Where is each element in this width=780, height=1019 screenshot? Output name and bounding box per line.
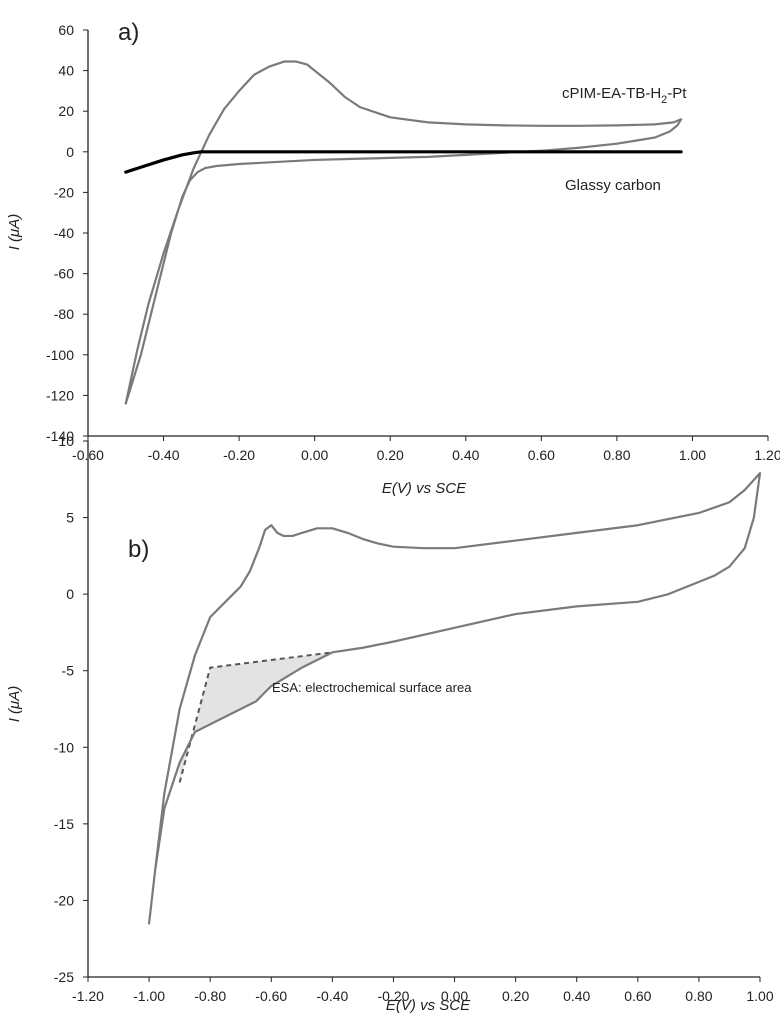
x-tick-label: 0.20 (377, 447, 404, 463)
panel-b-y-axis-title: I (μA) (6, 686, 23, 723)
x-tick-label: 0.00 (301, 447, 328, 463)
panel-b-label: b) (128, 536, 149, 563)
y-tick-label: -5 (62, 663, 75, 679)
y-tick-label: -25 (54, 969, 74, 985)
x-tick-label: -0.60 (255, 988, 287, 1004)
x-tick-label: 1.00 (746, 988, 773, 1004)
axes: 10 5 0 -5 -10 -15 -20 -25 -1.20 -1.00 -0.80 -0.60 -0… (54, 433, 774, 1004)
series-label-glassy-carbon: Glassy carbon (565, 177, 661, 194)
panel-b-plot-area: 10 5 0 -5 -10 -15 -20 -25 -1.20 -1.00 -0.80 -0.60 -0… (54, 433, 774, 1004)
panel-b-x-axis-title: E(V) vs SCE (386, 997, 471, 1014)
y-tick-label: -60 (54, 266, 74, 282)
series-line-cpim-ea-tb-h2-pt (124, 60, 683, 405)
y-tick-label: -80 (54, 306, 74, 322)
x-tick-label: 1.00 (679, 447, 706, 463)
y-tick-label: -140 (46, 428, 74, 444)
y-tick-label: 40 (58, 63, 74, 79)
esa-annotation-label: ESA: electrochemical surface area (272, 680, 472, 695)
x-tick-label: 1.20 (754, 447, 780, 463)
x-tick-label: -1.20 (72, 988, 104, 1004)
panel-a-label: a) (118, 19, 139, 46)
x-tick-label: -0.20 (377, 988, 409, 1004)
y-tick-label: 0 (66, 586, 74, 602)
x-tick-label: -0.40 (148, 447, 180, 463)
x-tick-label: -0.40 (316, 988, 348, 1004)
x-tick-label: 0.40 (452, 447, 479, 463)
y-tick-label: -20 (54, 892, 74, 908)
x-tick-label: 0.00 (441, 988, 468, 1004)
series-line-glassy-carbon (124, 150, 683, 174)
y-tick-label: -40 (54, 225, 74, 241)
y-tick-label: 60 (58, 22, 74, 38)
esa-shaded-region (179, 652, 333, 783)
series-line-cv-curve (147, 472, 762, 925)
x-tick-label: 0.60 (624, 988, 651, 1004)
series-label-cpim: cPIM-EA-TB-H2-Pt (562, 85, 687, 106)
x-tick-label: 0.80 (685, 988, 712, 1004)
y-tick-label: 10 (58, 433, 74, 449)
panel-a-y-axis-title: I (μA) (6, 214, 23, 251)
y-tick-label: 0 (66, 144, 74, 160)
y-tick-label: -10 (54, 739, 74, 755)
x-tick-label: 0.60 (528, 447, 555, 463)
x-tick-label: 0.80 (603, 447, 630, 463)
y-tick-label: -120 (46, 387, 74, 403)
panel-a-x-axis-title: E(V) vs SCE (382, 480, 467, 497)
y-tick-label: -100 (46, 347, 74, 363)
y-tick-label: -15 (54, 816, 74, 832)
x-tick-label: -1.00 (133, 988, 165, 1004)
x-tick-label: -0.20 (223, 447, 255, 463)
x-tick-label: 0.20 (502, 988, 529, 1004)
y-tick-label: -20 (54, 184, 74, 200)
x-tick-label: -0.80 (194, 988, 226, 1004)
panel-b-chart: b) 10 5 0 -5 -10 -15 -20 -25 -1.20 -1.00 -0.80 -0.6… (6, 433, 774, 1014)
x-tick-label: 0.40 (563, 988, 590, 1004)
panel-a-chart: a) 6040200-20-40-60-80-100-120-140-0.60-… (6, 19, 780, 497)
y-tick-label: 20 (58, 103, 74, 119)
y-tick-label: 5 (66, 510, 74, 526)
